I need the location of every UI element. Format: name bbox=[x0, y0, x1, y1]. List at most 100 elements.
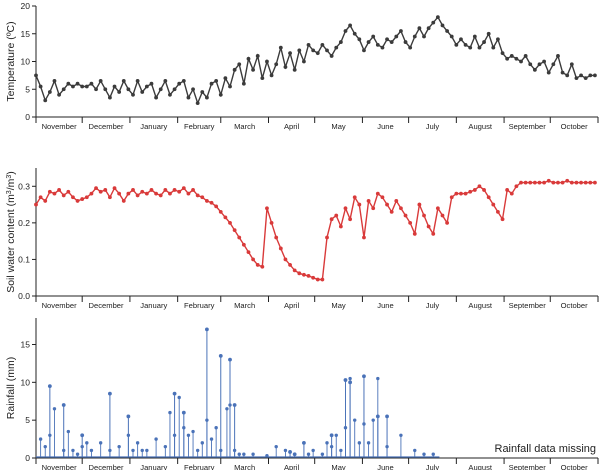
data-point bbox=[357, 37, 362, 42]
data-point bbox=[514, 184, 519, 189]
data-point bbox=[117, 90, 122, 94]
data-point bbox=[274, 62, 279, 67]
rain-point bbox=[154, 437, 158, 441]
data-point bbox=[205, 95, 209, 100]
rain-spike-point bbox=[108, 391, 112, 396]
data-point bbox=[593, 180, 597, 185]
data-point bbox=[496, 209, 500, 214]
data-point bbox=[412, 231, 417, 236]
data-point bbox=[34, 73, 38, 78]
data-point bbox=[43, 98, 48, 103]
rain-point bbox=[353, 418, 357, 422]
rain-spike-point bbox=[61, 403, 66, 407]
rain-point bbox=[306, 452, 311, 456]
rain-spike-point bbox=[205, 327, 209, 332]
x-month-label: November bbox=[42, 463, 77, 470]
data-point bbox=[94, 186, 98, 191]
data-point bbox=[121, 79, 126, 83]
data-point bbox=[297, 48, 302, 53]
data-point bbox=[505, 188, 510, 192]
data-point bbox=[463, 42, 468, 47]
y-axis-label: Soil water content (m3/m3) bbox=[5, 171, 17, 293]
data-point bbox=[38, 195, 43, 200]
series-line bbox=[35, 15, 595, 106]
data-point bbox=[532, 67, 537, 72]
data-point bbox=[255, 263, 260, 267]
data-point bbox=[315, 51, 320, 56]
data-point bbox=[121, 199, 126, 203]
data-point bbox=[574, 76, 579, 81]
data-point bbox=[154, 191, 158, 196]
data-point bbox=[246, 250, 251, 255]
x-month-label: July bbox=[426, 122, 440, 131]
data-point bbox=[362, 235, 366, 240]
data-point bbox=[292, 67, 297, 72]
data-point bbox=[371, 206, 376, 211]
data-point bbox=[399, 29, 403, 33]
data-point bbox=[366, 40, 371, 44]
data-point bbox=[565, 178, 570, 183]
data-point bbox=[542, 59, 547, 64]
data-point bbox=[389, 209, 394, 214]
data-point bbox=[366, 199, 371, 203]
data-point bbox=[500, 51, 505, 56]
data-point bbox=[283, 65, 288, 69]
y-tick-label: 10 bbox=[21, 377, 31, 387]
data-point bbox=[463, 191, 468, 196]
data-point bbox=[325, 48, 329, 53]
rain-spike-point bbox=[385, 414, 389, 419]
data-point bbox=[140, 90, 145, 94]
data-point bbox=[569, 180, 574, 185]
y-axis-label: Rainfall (mm) bbox=[5, 357, 17, 419]
data-point bbox=[52, 191, 57, 196]
data-point bbox=[329, 217, 334, 222]
x-month-label: March bbox=[234, 301, 255, 310]
data-point bbox=[200, 195, 205, 200]
data-point bbox=[140, 189, 145, 194]
data-point bbox=[440, 213, 445, 218]
data-point bbox=[94, 87, 98, 92]
data-point bbox=[89, 191, 94, 196]
rain-point bbox=[209, 437, 214, 441]
data-point bbox=[440, 23, 445, 28]
rain-point bbox=[348, 376, 352, 381]
data-point bbox=[472, 188, 477, 192]
data-point bbox=[338, 224, 343, 229]
data-point bbox=[269, 73, 274, 78]
rain-spike-point bbox=[348, 380, 353, 385]
data-point bbox=[348, 217, 353, 222]
data-point bbox=[38, 84, 43, 89]
rain-spike-point bbox=[343, 378, 348, 382]
rain-point bbox=[52, 407, 57, 411]
data-point bbox=[579, 73, 583, 78]
rain-point bbox=[89, 448, 94, 453]
rain-point bbox=[140, 448, 144, 453]
data-point bbox=[71, 84, 75, 89]
rain-point bbox=[177, 395, 181, 400]
data-point bbox=[251, 257, 256, 262]
data-point bbox=[385, 37, 389, 42]
data-point bbox=[149, 81, 154, 86]
data-point bbox=[214, 79, 219, 83]
data-point bbox=[158, 87, 163, 92]
data-point bbox=[380, 45, 385, 50]
x-month-label: July bbox=[426, 301, 440, 310]
data-point bbox=[158, 193, 163, 198]
x-month-label: June bbox=[377, 463, 393, 470]
data-point bbox=[302, 272, 306, 277]
data-point bbox=[445, 220, 450, 225]
x-month-label: April bbox=[284, 122, 300, 131]
data-point bbox=[445, 29, 450, 33]
data-point bbox=[422, 213, 426, 218]
data-point bbox=[532, 180, 537, 185]
data-point bbox=[454, 191, 459, 196]
series-line bbox=[35, 180, 595, 281]
data-point bbox=[61, 87, 66, 92]
x-month-label: April bbox=[284, 463, 300, 470]
data-point bbox=[269, 220, 274, 225]
rain-point bbox=[325, 441, 329, 445]
data-point bbox=[472, 34, 477, 39]
data-point bbox=[34, 202, 38, 207]
rain-spike-point bbox=[126, 414, 131, 419]
rain-point bbox=[283, 448, 288, 453]
